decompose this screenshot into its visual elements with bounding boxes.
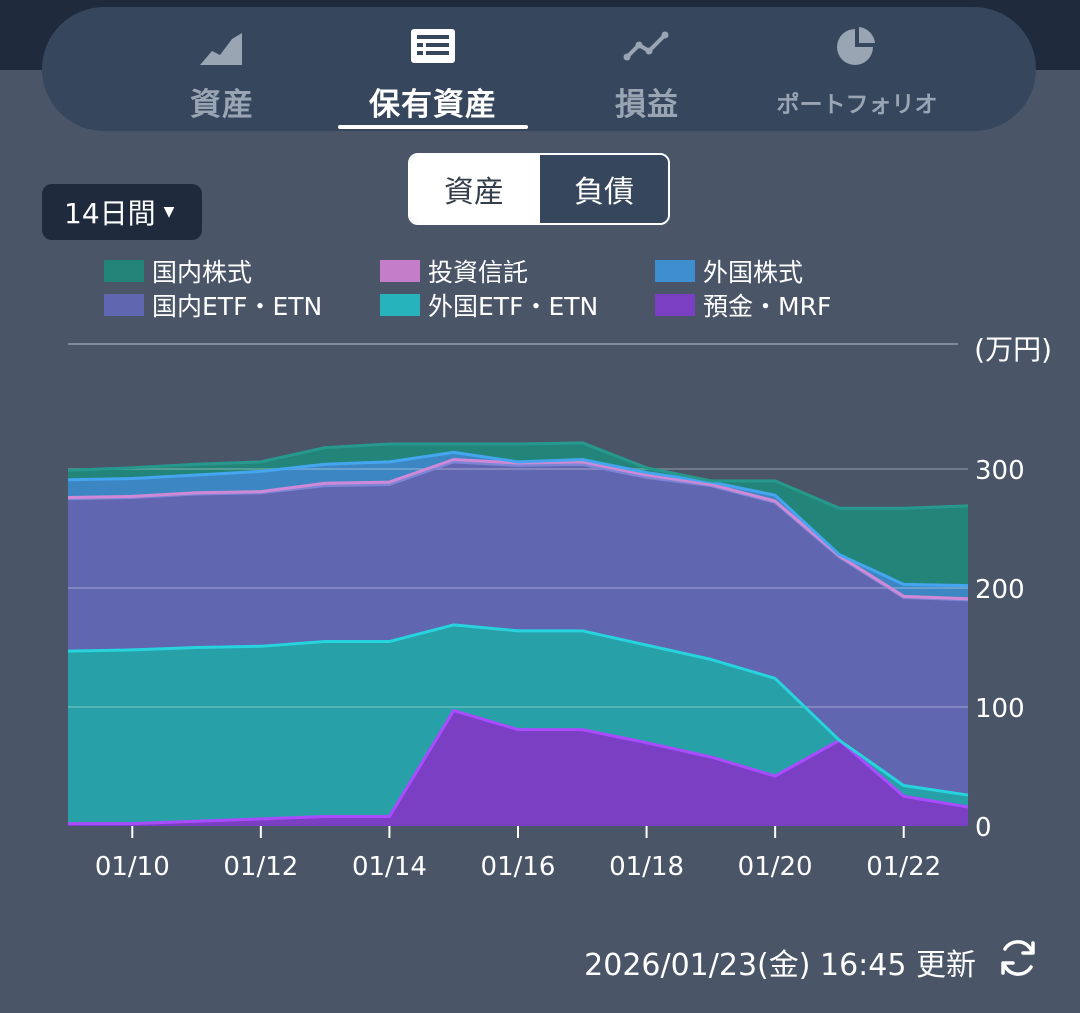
- legend-item-deposit-mrf: 預金・MRF: [655, 290, 832, 321]
- legend-label: 預金・MRF: [703, 292, 832, 321]
- line-chart-icon: [623, 31, 669, 61]
- legend-label: 国内株式: [152, 258, 253, 287]
- legend-swatch: [655, 294, 695, 316]
- y-unit-label: (万円): [974, 333, 1052, 366]
- liability-toggle-button[interactable]: 負債: [538, 155, 668, 223]
- period-label: 14日間: [64, 197, 156, 230]
- tab-profit-loss-label: 損益: [615, 87, 679, 123]
- asset-liability-toggle: 資産 負債: [408, 153, 670, 225]
- line-series-0: [68, 709, 969, 826]
- x-tick-label: 01/20: [738, 852, 813, 882]
- tab-holdings-label: 保有資産: [369, 87, 497, 123]
- pie-chart-icon: [837, 27, 875, 65]
- legend-label: 国内ETF・ETN: [152, 292, 323, 321]
- tab-portfolio[interactable]: ポートフォリオ: [772, 7, 942, 131]
- tab-assets-label: 資産: [190, 87, 254, 123]
- line-series-4: [67, 450, 969, 588]
- active-tab-underline: [338, 125, 528, 129]
- tab-holdings[interactable]: 保有資産: [338, 7, 528, 131]
- x-tick-label: 01/12: [223, 852, 298, 882]
- legend-swatch: [380, 294, 420, 316]
- y-tick-label: 200: [975, 575, 1025, 605]
- legend-swatch: [655, 260, 695, 282]
- tab-portfolio-label: ポートフォリオ: [776, 92, 938, 118]
- line-series-5: [67, 441, 969, 510]
- tab-bar: 資産 保有資産 損益 ポートフォリオ: [42, 7, 1036, 131]
- legend-item-domestic-stock: 国内株式: [104, 256, 253, 287]
- y-tick-label: 0: [975, 813, 992, 843]
- x-tick-label: 01/14: [352, 852, 427, 882]
- legend-label: 外国ETF・ETN: [428, 292, 599, 321]
- legend-swatch: [104, 260, 144, 282]
- tab-profit-loss[interactable]: 損益: [582, 7, 712, 131]
- legend-label: 外国株式: [703, 258, 804, 287]
- legend-item-foreign-etf: 外国ETF・ETN: [380, 290, 599, 321]
- y-tick-label: 100: [975, 694, 1025, 724]
- refresh-icon[interactable]: [996, 936, 1040, 980]
- legend-item-foreign-stock: 外国株式: [655, 256, 804, 287]
- line-series-1: [67, 623, 969, 797]
- x-tick-label: 01/16: [481, 852, 556, 882]
- legend-swatch: [380, 260, 420, 282]
- asset-toggle-button[interactable]: 資産: [410, 155, 538, 223]
- legend-swatch: [104, 294, 144, 316]
- y-tick-label: 300: [975, 456, 1025, 486]
- area-series-0: [68, 710, 968, 826]
- area-chart-icon: [200, 33, 242, 65]
- legend-item-domestic-etf: 国内ETF・ETN: [104, 290, 323, 321]
- legend-item-investment-trust: 投資信託: [380, 256, 529, 287]
- tab-assets[interactable]: 資産: [162, 7, 282, 131]
- legend-label: 投資信託: [428, 258, 529, 287]
- x-tick-label: 01/22: [866, 852, 941, 882]
- x-tick-label: 01/18: [609, 852, 684, 882]
- list-icon: [411, 29, 455, 63]
- period-dropdown[interactable]: 14日間 ▼: [42, 184, 202, 240]
- last-updated-text: 2026/01/23(金) 16:45 更新: [584, 948, 976, 983]
- dropdown-caret-icon: ▼: [163, 204, 175, 220]
- x-tick-label: 01/10: [95, 852, 170, 882]
